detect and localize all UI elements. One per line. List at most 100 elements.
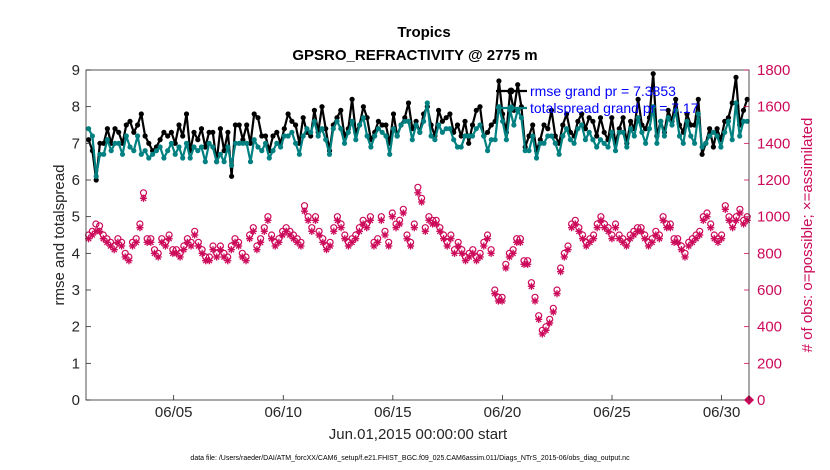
totalspread-point <box>225 144 231 150</box>
rmse-point <box>673 96 679 102</box>
totalspread-point <box>492 137 498 143</box>
totalspread-point <box>108 148 114 154</box>
obs-assimilated-point <box>590 235 598 243</box>
rmse-point <box>548 107 555 113</box>
totalspread-point <box>247 159 254 165</box>
totalspread-point <box>323 137 329 143</box>
totalspread-point <box>436 122 442 128</box>
totalspread-point <box>142 148 148 154</box>
obs-assimilated-point <box>198 249 206 257</box>
totalspread-point <box>650 104 656 110</box>
x-tick-label: 06/10 <box>264 404 302 421</box>
y-tick-label: 9 <box>72 62 80 79</box>
rmse-point <box>281 126 287 132</box>
obs-assimilated-point <box>721 205 729 213</box>
series-layer <box>84 71 754 405</box>
obs-assimilated-point <box>666 224 674 232</box>
totalspread-point <box>86 126 92 132</box>
totalspread-point <box>176 144 182 150</box>
obs-assimilated-point <box>487 249 495 257</box>
obs-possible-point <box>92 220 100 228</box>
obs-assimilated-point <box>176 253 184 261</box>
rmse-point <box>579 111 585 117</box>
totalspread-point <box>334 118 340 124</box>
y-tick-label: 8 <box>72 99 80 116</box>
obs-assimilated-point <box>268 235 276 243</box>
rmse-point <box>180 133 186 139</box>
totalspread-point <box>658 118 664 124</box>
totalspread-point <box>326 151 333 157</box>
totalspread-point <box>594 144 600 150</box>
x-tick-label: 06/30 <box>703 404 741 421</box>
rmse-point <box>217 126 223 132</box>
totalspread-point <box>451 137 457 143</box>
obs-assimilated-point <box>125 257 133 265</box>
obs-assimilated-point <box>110 246 118 254</box>
obs-assimilated-point <box>443 242 451 250</box>
obs-assimilated-point <box>96 227 104 235</box>
obs-assimilated-point <box>399 209 407 217</box>
rmse-point <box>740 107 747 113</box>
obs-assimilated-point <box>729 224 737 232</box>
totalspread-point <box>308 129 314 135</box>
totalspread-point <box>281 133 287 139</box>
y2-tick-label: 1200 <box>757 172 790 189</box>
legend-marker-rmse <box>507 87 515 95</box>
rmse-point <box>221 148 227 154</box>
rmse-point <box>191 129 197 135</box>
obs-assimilated-point <box>600 224 609 232</box>
obs-assimilated-point <box>498 297 506 305</box>
totalspread-point <box>293 140 299 146</box>
rmse-point <box>443 115 449 121</box>
rmse-point <box>545 126 551 132</box>
rmse-point <box>714 126 720 132</box>
obs-assimilated-point <box>516 238 524 246</box>
totalspread-point <box>191 144 197 150</box>
totalspread-point <box>221 159 227 165</box>
obs-assimilated-point <box>659 216 667 224</box>
rmse-point <box>473 107 479 113</box>
totalspread-point <box>379 129 385 135</box>
obs-assimilated-point <box>396 220 404 228</box>
obs-assimilated-point <box>209 246 217 254</box>
obs-assimilated-point <box>242 257 250 265</box>
totalspread-point <box>168 140 174 146</box>
obs-assimilated-point <box>385 242 393 250</box>
obs-assimilated-point <box>703 213 711 221</box>
totalspread-point <box>349 118 355 124</box>
totalspread-point <box>560 133 566 139</box>
obs-assimilated-point <box>579 235 587 243</box>
rmse-point <box>311 107 317 113</box>
rmse-point <box>643 126 649 132</box>
rmse-point <box>232 122 238 128</box>
rmse-point <box>168 129 174 135</box>
rmse-point <box>413 118 419 124</box>
totalspread-point <box>714 133 720 139</box>
y2-tick-label: 0 <box>757 392 765 409</box>
totalspread-point <box>597 137 604 143</box>
totalspread-point <box>150 151 156 157</box>
y-tick-label: 7 <box>72 135 80 152</box>
rmse-point <box>575 118 581 124</box>
rmse-point <box>97 140 103 146</box>
totalspread-point <box>643 140 649 146</box>
obs-assimilated-point <box>571 220 579 228</box>
rmse-point <box>86 137 92 143</box>
y2-tick-label: 800 <box>757 245 782 262</box>
rmse-point <box>707 126 713 132</box>
totalspread-point <box>571 140 577 146</box>
y-axis-label: rmse and totalspread <box>51 165 68 306</box>
obs-assimilated-point <box>527 282 535 290</box>
chart-subtitle: GPSRO_REFRACTIVITY @ 2775 m <box>292 47 537 64</box>
totalspread-point <box>635 115 641 121</box>
totalspread-point <box>285 133 291 139</box>
obs-assimilated-point <box>454 242 462 250</box>
obs-assimilated-point <box>297 242 305 250</box>
obs-assimilated-point <box>403 235 411 243</box>
rmse-point <box>722 118 728 124</box>
rmse-point <box>300 115 306 121</box>
obs-assimilated-point <box>696 231 704 239</box>
y2-tick-label: 200 <box>757 355 782 372</box>
obs-assimilated-point <box>509 249 517 257</box>
obs-assimilated-point <box>344 242 352 250</box>
